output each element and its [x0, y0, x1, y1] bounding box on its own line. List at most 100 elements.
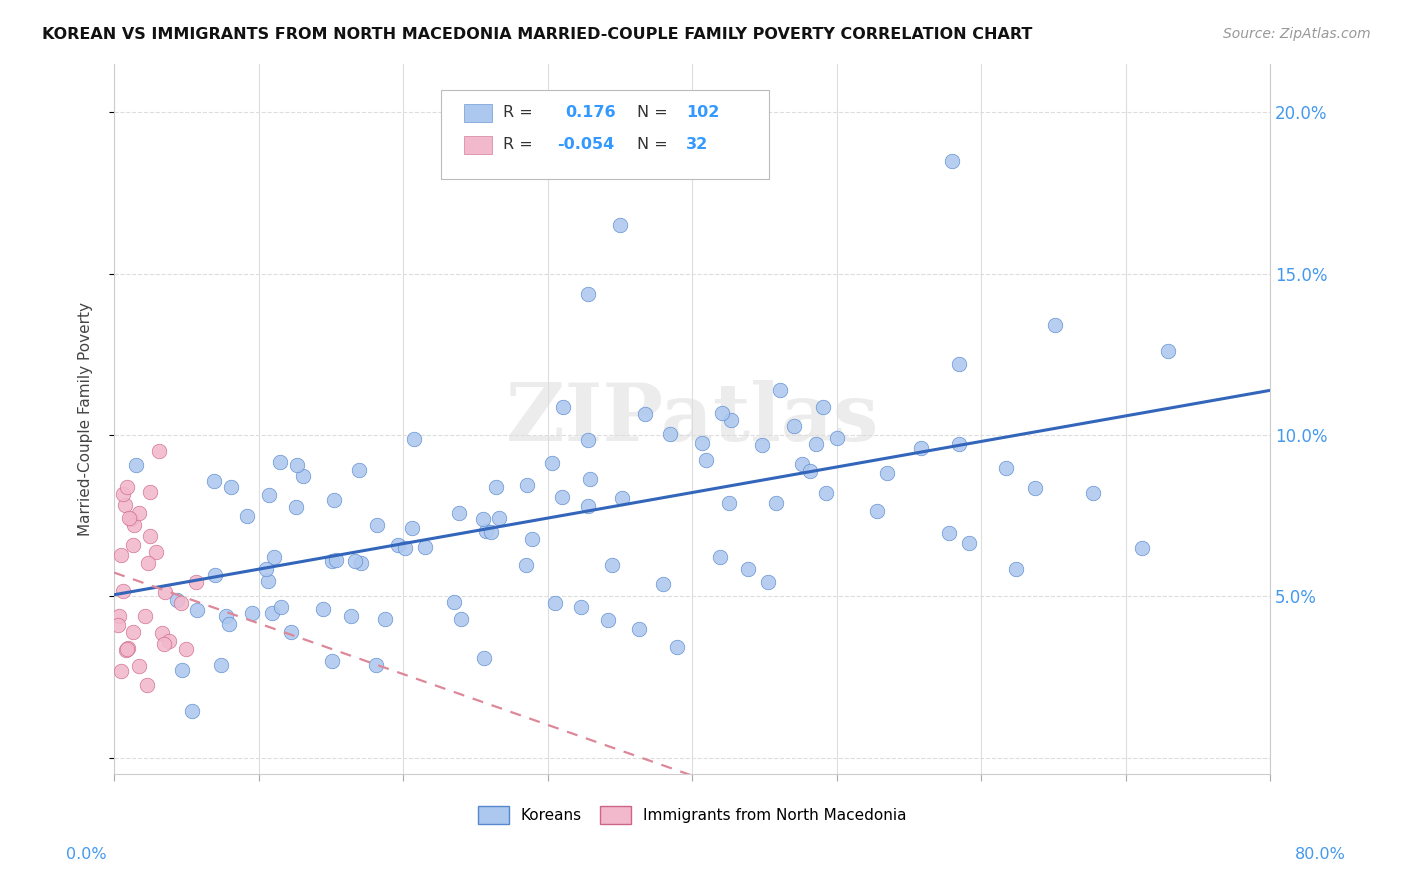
- Koreans: [172, 663, 194, 677]
- Koreans: [256, 561, 278, 575]
- Immigrants from North Macedonia: [117, 510, 139, 524]
- Koreans: [321, 654, 343, 668]
- Koreans: [186, 603, 208, 617]
- Text: -0.054: -0.054: [557, 137, 614, 152]
- Koreans: [799, 464, 821, 478]
- Koreans: [443, 595, 465, 609]
- Immigrants from North Macedonia: [112, 487, 135, 501]
- Koreans: [1043, 318, 1066, 332]
- Immigrants from North Macedonia: [184, 574, 207, 589]
- Text: R =: R =: [503, 137, 533, 152]
- Koreans: [516, 478, 538, 492]
- Text: ZIPatlas: ZIPatlas: [506, 380, 879, 458]
- Immigrants from North Macedonia: [110, 664, 132, 678]
- Koreans: [449, 506, 471, 520]
- Koreans: [240, 606, 263, 620]
- Immigrants from North Macedonia: [117, 641, 139, 656]
- Koreans: [758, 575, 780, 590]
- Immigrants from North Macedonia: [138, 485, 160, 500]
- Immigrants from North Macedonia: [128, 659, 150, 673]
- Koreans: [578, 287, 600, 301]
- Koreans: [479, 525, 502, 540]
- Text: Source: ZipAtlas.com: Source: ZipAtlas.com: [1223, 27, 1371, 41]
- Koreans: [325, 553, 347, 567]
- Koreans: [720, 413, 742, 427]
- Koreans: [474, 524, 496, 539]
- Koreans: [783, 418, 806, 433]
- Koreans: [270, 600, 292, 615]
- Koreans: [569, 599, 592, 614]
- Koreans: [1130, 541, 1153, 556]
- Koreans: [690, 435, 713, 450]
- Koreans: [609, 219, 631, 233]
- Koreans: [387, 537, 409, 551]
- Koreans: [413, 540, 436, 554]
- Koreans: [202, 474, 225, 488]
- Text: KOREAN VS IMMIGRANTS FROM NORTH MACEDONIA MARRIED-COUPLE FAMILY POVERTY CORRELAT: KOREAN VS IMMIGRANTS FROM NORTH MACEDONI…: [42, 27, 1032, 42]
- Immigrants from North Macedonia: [152, 636, 174, 650]
- Koreans: [811, 400, 834, 414]
- Koreans: [218, 616, 240, 631]
- Koreans: [339, 609, 361, 624]
- Koreans: [285, 500, 308, 514]
- Immigrants from North Macedonia: [114, 642, 136, 657]
- Text: N =: N =: [637, 137, 668, 152]
- Koreans: [515, 558, 537, 572]
- Koreans: [765, 496, 787, 510]
- Koreans: [285, 458, 308, 472]
- Immigrants from North Macedonia: [107, 618, 129, 632]
- Immigrants from North Macedonia: [138, 529, 160, 543]
- Text: 32: 32: [686, 137, 709, 152]
- Koreans: [269, 455, 291, 469]
- Koreans: [280, 625, 302, 640]
- Koreans: [401, 521, 423, 535]
- Koreans: [347, 463, 370, 477]
- Text: 0.176: 0.176: [565, 105, 616, 120]
- Koreans: [910, 441, 932, 455]
- Koreans: [260, 607, 283, 621]
- Immigrants from North Macedonia: [174, 642, 197, 657]
- Koreans: [596, 613, 619, 627]
- Koreans: [488, 511, 510, 525]
- Koreans: [394, 541, 416, 555]
- Koreans: [769, 383, 792, 397]
- Koreans: [344, 554, 367, 568]
- Text: R =: R =: [503, 105, 533, 120]
- Koreans: [219, 480, 242, 494]
- Koreans: [204, 567, 226, 582]
- Immigrants from North Macedonia: [150, 626, 173, 640]
- Immigrants from North Macedonia: [135, 678, 157, 692]
- Koreans: [941, 153, 963, 168]
- Koreans: [659, 426, 682, 441]
- Text: 102: 102: [686, 105, 720, 120]
- Koreans: [948, 436, 970, 450]
- Koreans: [364, 658, 387, 673]
- Koreans: [181, 705, 204, 719]
- Koreans: [214, 609, 236, 624]
- Koreans: [804, 437, 827, 451]
- Koreans: [751, 438, 773, 452]
- Immigrants from North Macedonia: [134, 609, 156, 624]
- Koreans: [166, 593, 188, 607]
- Koreans: [711, 406, 734, 420]
- Koreans: [627, 622, 650, 636]
- Koreans: [373, 612, 395, 626]
- Koreans: [472, 650, 495, 665]
- Koreans: [737, 562, 759, 576]
- Koreans: [312, 602, 335, 616]
- Immigrants from North Macedonia: [110, 548, 132, 562]
- Koreans: [866, 504, 889, 518]
- Immigrants from North Macedonia: [120, 512, 142, 526]
- Koreans: [576, 434, 599, 448]
- Immigrants from North Macedonia: [170, 596, 193, 610]
- Text: 0.0%: 0.0%: [66, 847, 107, 862]
- Koreans: [404, 432, 426, 446]
- Koreans: [1005, 562, 1028, 576]
- Koreans: [450, 612, 472, 626]
- Immigrants from North Macedonia: [114, 498, 136, 512]
- Immigrants from North Macedonia: [136, 556, 159, 570]
- Koreans: [1157, 343, 1180, 358]
- Koreans: [652, 577, 675, 591]
- Koreans: [257, 488, 280, 502]
- Koreans: [1081, 486, 1104, 500]
